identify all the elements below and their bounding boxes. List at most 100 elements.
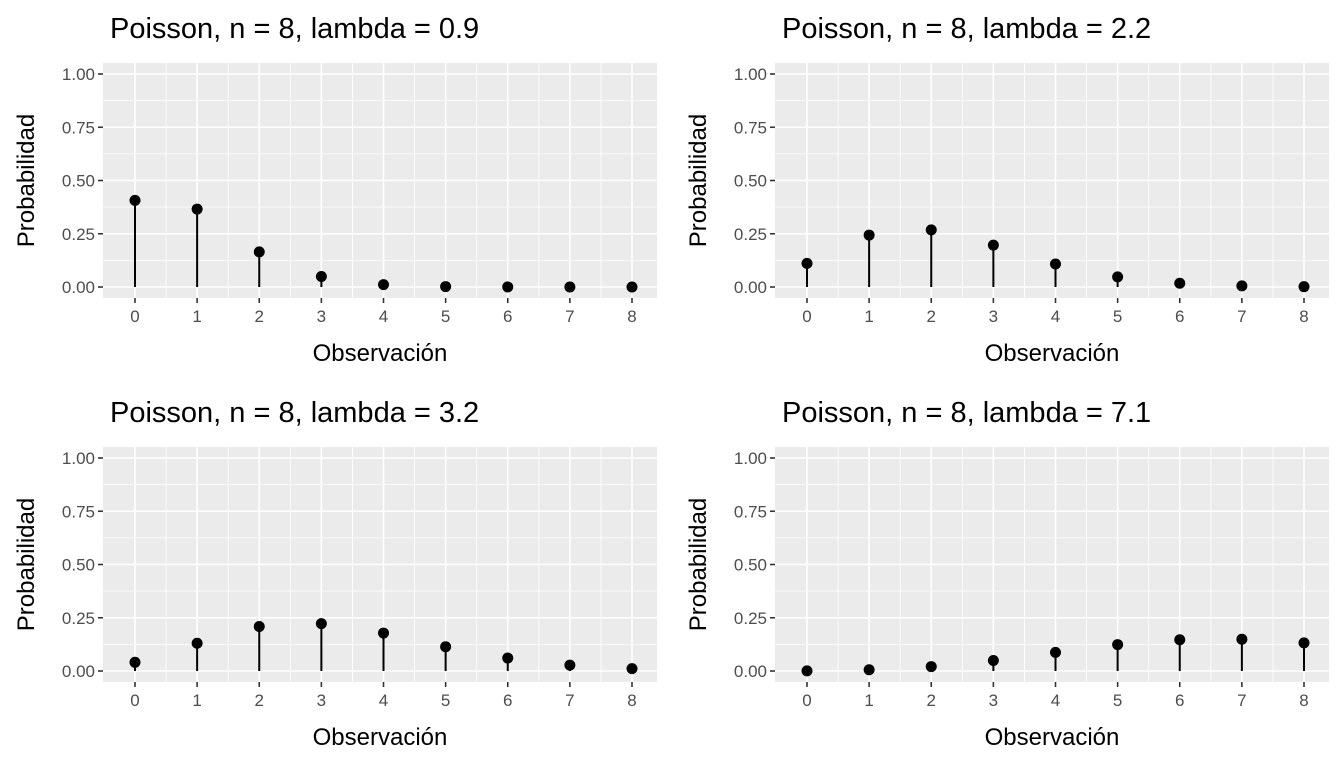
y-tick-label: 0.25: [734, 609, 767, 628]
data-point: [801, 257, 813, 269]
data-point: [1050, 646, 1061, 658]
x-axis-label: Observación: [313, 340, 448, 367]
data-point: [191, 203, 203, 215]
y-tick-label: 0.50: [62, 556, 95, 575]
x-axis-label: Observación: [985, 724, 1120, 751]
data-point: [1174, 277, 1186, 289]
data-point: [440, 641, 452, 653]
y-tick-label: 0.75: [734, 118, 767, 137]
x-tick-label: 6: [1175, 307, 1184, 326]
x-tick-label: 4: [379, 307, 388, 326]
data-point: [1298, 637, 1310, 649]
panel-2: 0.00 0.25 0.50 0.75 1.00 0 1 2 3 4 5 6 7 8 Poisson, n …: [13, 397, 657, 751]
y-axis-label: Probabilidad: [13, 498, 40, 631]
x-tick-label: 7: [565, 307, 574, 326]
y-tick-label: 0.75: [62, 502, 95, 521]
x-tick-label: 8: [1299, 691, 1308, 710]
panel-title: Poisson, n = 8, lambda = 3.2: [110, 397, 479, 429]
data-point: [315, 270, 327, 282]
data-point: [502, 652, 514, 664]
x-tick-label: 3: [989, 307, 998, 326]
x-tick-label: 3: [989, 691, 998, 710]
x-tick-label: 4: [1051, 307, 1060, 326]
x-tick-label: 7: [1237, 307, 1246, 326]
y-tick-label: 0.25: [62, 225, 95, 244]
data-point: [863, 664, 875, 676]
data-point: [1236, 280, 1248, 292]
y-tick-label: 0.50: [62, 172, 95, 191]
y-tick-label: 0.00: [734, 662, 767, 681]
data-point: [1112, 639, 1124, 651]
y-tick-label: 1.00: [62, 449, 95, 468]
data-point: [1298, 281, 1310, 293]
y-tick-label: 0.25: [62, 609, 95, 628]
panel-title: Poisson, n = 8, lambda = 7.1: [782, 397, 1151, 429]
data-point: [378, 627, 389, 639]
x-tick-label: 8: [1299, 307, 1308, 326]
x-tick-label: 4: [379, 691, 388, 710]
x-tick-label: 7: [565, 691, 574, 710]
panel-3: 0.00 0.25 0.50 0.75 1.00 0 1 2 3 4 5 6 7 8 Poisson, n …: [685, 397, 1329, 751]
data-point: [1236, 633, 1248, 645]
y-tick-label: 0.25: [734, 225, 767, 244]
x-tick-label: 0: [802, 691, 811, 710]
data-point: [801, 665, 813, 677]
data-point: [925, 224, 937, 236]
x-tick-label: 2: [927, 691, 936, 710]
y-tick-label: 1.00: [62, 65, 95, 84]
data-point: [502, 281, 514, 293]
x-tick-label: 3: [317, 307, 326, 326]
x-tick-label: 6: [503, 691, 512, 710]
x-tick-label: 6: [503, 307, 512, 326]
x-tick-label: 8: [627, 691, 636, 710]
panel-title: Poisson, n = 8, lambda = 0.9: [110, 13, 479, 45]
data-point: [1112, 271, 1124, 283]
data-point: [440, 281, 452, 293]
x-tick-label: 2: [255, 307, 264, 326]
y-axis-label: Probabilidad: [685, 498, 712, 631]
x-tick-label: 0: [130, 691, 139, 710]
x-tick-label: 1: [864, 307, 873, 326]
data-point: [191, 637, 203, 649]
x-tick-label: 5: [441, 307, 450, 326]
data-point: [253, 621, 265, 633]
y-tick-label: 0.75: [62, 118, 95, 137]
data-point: [253, 246, 265, 258]
x-tick-label: 5: [1113, 307, 1122, 326]
x-tick-label: 6: [1175, 691, 1184, 710]
data-point: [987, 655, 999, 667]
data-point: [129, 656, 141, 668]
x-tick-label: 1: [864, 691, 873, 710]
data-point: [1174, 634, 1186, 646]
y-tick-label: 0.50: [734, 172, 767, 191]
x-tick-label: 5: [441, 691, 450, 710]
y-tick-label: 0.00: [62, 662, 95, 681]
y-tick-label: 0.50: [734, 556, 767, 575]
y-tick-label: 0.00: [62, 278, 95, 297]
x-tick-label: 1: [192, 307, 201, 326]
data-point: [626, 663, 638, 675]
data-point: [564, 281, 576, 293]
x-tick-label: 2: [255, 691, 264, 710]
data-point: [564, 659, 576, 671]
data-point: [129, 194, 141, 206]
data-point: [987, 239, 999, 251]
x-axis-label: Observación: [313, 724, 448, 751]
data-point: [1050, 258, 1061, 270]
panel-1: 0.00 0.25 0.50 0.75 1.00 0 1 2 3 4 5 6 7 8 Poisson, n …: [685, 13, 1329, 367]
x-tick-label: 5: [1113, 691, 1122, 710]
data-point: [315, 618, 327, 630]
y-tick-label: 0.75: [734, 502, 767, 521]
x-tick-label: 0: [802, 307, 811, 326]
x-tick-label: 4: [1051, 691, 1060, 710]
x-tick-label: 0: [130, 307, 139, 326]
x-tick-label: 8: [627, 307, 636, 326]
x-tick-label: 1: [192, 691, 201, 710]
y-tick-label: 1.00: [734, 65, 767, 84]
data-point: [863, 229, 875, 241]
y-tick-label: 1.00: [734, 449, 767, 468]
y-tick-label: 0.00: [734, 278, 767, 297]
x-tick-label: 2: [927, 307, 936, 326]
y-axis-label: Probabilidad: [13, 114, 40, 247]
